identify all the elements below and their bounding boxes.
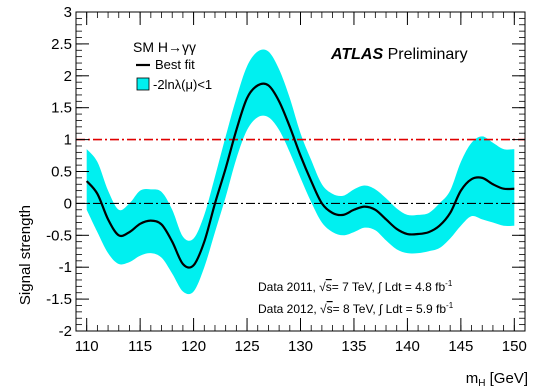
note2-prefix: Data 2012, <box>258 302 320 316</box>
x-tick-label: 130 <box>288 338 313 355</box>
data-note-2011: Data 2011, √s= 7 TeV, ∫ Ldt = 4.8 fb-1 <box>258 279 453 294</box>
y-tick-label: 1 <box>64 132 72 149</box>
experiment-name: ATLAS <box>330 46 383 63</box>
x-tick-label: 140 <box>395 338 420 355</box>
note1-integral: ∫ <box>377 280 382 294</box>
x-axis-title: mH [GeV] <box>466 370 528 389</box>
axes-frame <box>75 11 526 332</box>
note1-sup: -1 <box>445 279 453 288</box>
plot-area <box>76 49 525 295</box>
y-tick-label: 0 <box>64 195 72 212</box>
x-axis-title-main: m <box>466 370 479 387</box>
legend-title: SM H→γγ <box>133 39 196 55</box>
legend-band-swatch <box>136 77 150 91</box>
y-tick-label: -0.5 <box>46 227 72 244</box>
note2-s: s <box>327 302 333 316</box>
y-tick-label: 2.5 <box>51 36 72 53</box>
x-tick-label: 150 <box>502 338 527 355</box>
uncertainty-band <box>86 49 515 295</box>
experiment-label: ATLAS Preliminary <box>330 46 468 63</box>
y-axis-title: Signal strength <box>17 205 34 305</box>
x-tick-label: 145 <box>448 338 473 355</box>
x-axis-title-sub: H <box>478 378 485 389</box>
note2-integral: ∫ <box>378 302 383 316</box>
x-tick-label: 125 <box>235 338 260 355</box>
y-tick-label: 3 <box>64 4 72 21</box>
y-tick-label: 2 <box>64 68 72 85</box>
y-tick-label: 1.5 <box>51 100 72 117</box>
y-tick-label: -1.5 <box>46 291 72 308</box>
experiment-suffix: Preliminary <box>383 46 467 63</box>
x-tick-label: 120 <box>181 338 206 355</box>
note1-sqrt: √ <box>319 280 326 294</box>
y-tick-label: -2 <box>59 323 72 340</box>
note1-prefix: Data 2011, <box>258 280 319 294</box>
note2-lumi: Ldt = 5.9 fb <box>382 302 446 316</box>
note1-energy: = 7 TeV, <box>332 280 378 294</box>
note1-lumi: Ldt = 4.8 fb <box>381 280 445 294</box>
x-tick-label: 110 <box>75 338 99 355</box>
y-tick-label: -1 <box>59 259 72 276</box>
y-tick-label: 0.5 <box>51 164 72 181</box>
note2-sup: -1 <box>446 301 454 310</box>
data-note-2012: Data 2012, √s= 8 TeV, ∫ Ldt = 5.9 fb-1 <box>258 301 454 316</box>
note2-energy: = 8 TeV, <box>333 302 379 316</box>
tick-labels: -2 -1.5 -1 -0.5 0 0.5 1 1.5 2 2.5 3 110 115 120 125 130… <box>46 4 527 355</box>
best-fit-line <box>85 82 515 269</box>
legend-line-label: Best fit <box>155 57 195 72</box>
legend-band-label: -2lnλ(μ)<1 <box>153 77 212 92</box>
x-tick-label: 115 <box>128 338 152 355</box>
note2-sqrt: √ <box>320 302 327 316</box>
x-axis-title-unit: [GeV] <box>485 370 528 387</box>
note1-s: s <box>326 280 332 294</box>
x-tick-label: 135 <box>341 338 366 355</box>
legend: SM H→γγ Best fit -2lnλ(μ)<1 <box>133 39 212 92</box>
